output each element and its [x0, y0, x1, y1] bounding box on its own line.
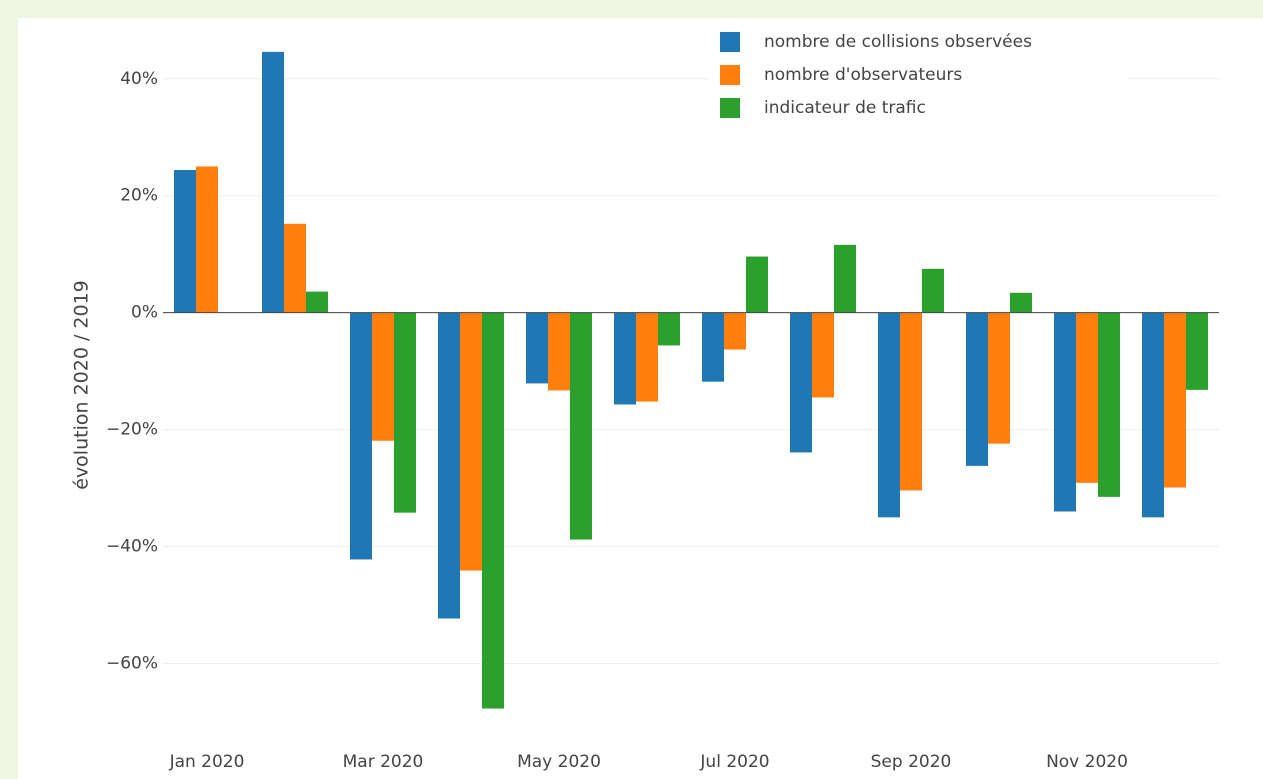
bar	[1142, 312, 1164, 518]
bar	[658, 312, 680, 346]
x-tick-label: May 2020	[517, 752, 601, 772]
bar	[394, 312, 416, 513]
y-tick-label: 40%	[120, 69, 158, 89]
y-tick-label: 20%	[120, 186, 158, 206]
bar	[350, 312, 372, 560]
y-axis-title: évolution 2020 / 2019	[71, 280, 93, 490]
bar	[548, 312, 570, 391]
bar	[988, 312, 1010, 444]
bar	[306, 291, 328, 313]
x-tick-label: Jan 2020	[169, 752, 245, 772]
legend-swatch	[720, 65, 740, 85]
bar	[438, 312, 460, 619]
legend-swatch	[720, 32, 740, 52]
legend-label: nombre d'observateurs	[764, 65, 962, 85]
bar	[284, 223, 306, 313]
bar	[1098, 312, 1120, 497]
bar	[900, 312, 922, 491]
bar	[812, 312, 834, 398]
bar	[372, 312, 394, 441]
bar	[724, 312, 746, 350]
bar	[1010, 292, 1032, 313]
y-tick-label: 0%	[131, 303, 158, 323]
bar	[482, 312, 504, 709]
bar	[1054, 312, 1076, 512]
bar	[196, 166, 218, 313]
bar	[702, 312, 724, 382]
y-tick-label: −60%	[106, 654, 158, 674]
x-tick-label: Mar 2020	[343, 752, 424, 772]
x-tick-label: Sep 2020	[871, 752, 952, 772]
bar	[174, 170, 196, 313]
bar	[614, 312, 636, 405]
bar	[1164, 312, 1186, 488]
bar	[460, 312, 482, 571]
bar	[262, 51, 284, 313]
bar	[746, 256, 768, 313]
legend-swatch	[720, 98, 740, 118]
x-tick-label: Jul 2020	[699, 752, 769, 772]
legend-box	[708, 24, 1128, 130]
legend-label: nombre de collisions observées	[764, 32, 1032, 52]
bar	[922, 268, 944, 313]
bar	[570, 312, 592, 540]
bar	[878, 312, 900, 518]
bar	[966, 312, 988, 466]
bar	[1186, 312, 1208, 390]
bar	[636, 312, 658, 402]
legend-label: indicateur de trafic	[764, 98, 926, 118]
x-tick-label: Nov 2020	[1046, 752, 1128, 772]
bar	[1076, 312, 1098, 483]
bar	[790, 312, 812, 453]
y-tick-label: −20%	[106, 420, 158, 440]
y-tick-label: −40%	[106, 537, 158, 557]
bar	[834, 244, 856, 313]
bar	[526, 312, 548, 384]
